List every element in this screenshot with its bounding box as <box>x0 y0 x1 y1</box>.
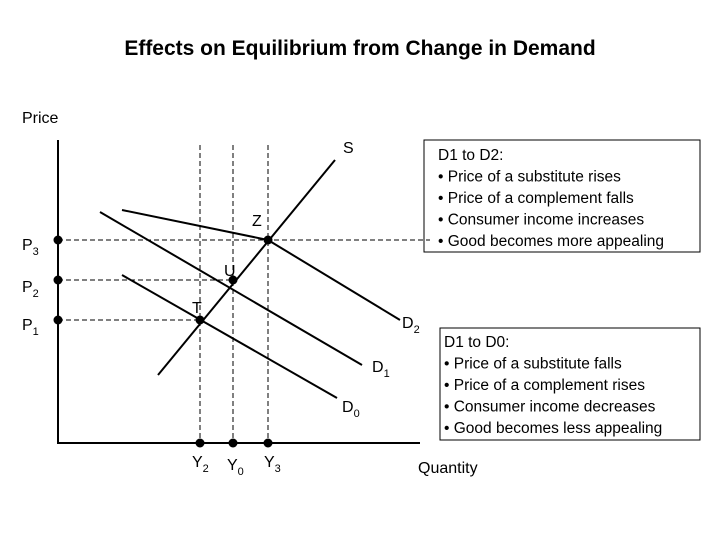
box-item: • Price of a complement rises <box>444 377 645 394</box>
demand-label-sub: 0 <box>354 408 360 420</box>
point-label: U <box>224 263 236 280</box>
box-heading: D1 to D2: <box>438 147 503 164</box>
box-item: • Consumer income increases <box>438 212 644 229</box>
box-item: • Price of a substitute rises <box>438 169 621 186</box>
increase-box <box>423 139 701 253</box>
box-item: • Good becomes more appealing <box>438 233 664 250</box>
quantity-label-letter: Y <box>227 457 238 474</box>
quantity-label: Y2 <box>192 454 209 475</box>
demand-label-sub: 1 <box>384 368 390 380</box>
price-label-sub: 1 <box>33 326 39 338</box>
price-label-letter: P <box>22 279 33 296</box>
box-item: • Price of a complement falls <box>438 190 634 207</box>
quantity-label: Y3 <box>264 454 281 475</box>
box-heading: D1 to D0: <box>444 334 509 351</box>
x-axis-label: Quantity <box>418 460 478 477</box>
dots <box>53 235 273 448</box>
demand-label-letter: D <box>402 315 414 332</box>
demand-label-sub: 2 <box>414 324 420 336</box>
quantity-label-sub: 3 <box>275 463 281 475</box>
demand-label: D1 <box>372 359 390 380</box>
price-label-sub: 3 <box>33 246 39 258</box>
box-item: • Good becomes less appealing <box>444 420 662 437</box>
price-label-letter: P <box>22 317 33 334</box>
box-item: • Consumer income decreases <box>444 399 656 416</box>
quantity-label-letter: Y <box>264 454 275 471</box>
quantity-label-letter: Y <box>192 454 203 471</box>
guides <box>58 145 430 443</box>
y-axis-label: Price <box>22 110 59 127</box>
demand-label-letter: D <box>342 399 354 416</box>
demand-label: D0 <box>342 399 360 420</box>
price-label-sub: 2 <box>33 288 39 300</box>
price-label: P2 <box>22 279 39 300</box>
price-label-letter: P <box>22 237 33 254</box>
title: Effects on Equilibrium from Change in De… <box>124 37 595 60</box>
price-label: P1 <box>22 317 39 338</box>
quantity-label-sub: 0 <box>238 466 244 478</box>
price-label: P3 <box>22 237 39 258</box>
axes <box>57 140 420 444</box>
demand-label: D2 <box>402 315 420 336</box>
quantity-label-sub: 2 <box>203 463 209 475</box>
decrease-box <box>439 327 701 441</box>
demand-label-letter: D <box>372 359 384 376</box>
point-label: T <box>192 300 202 317</box>
curves <box>99 159 401 399</box>
quantity-label: Y0 <box>227 457 244 478</box>
box-item: • Price of a substitute falls <box>444 356 622 373</box>
supply-label: S <box>343 140 354 157</box>
point-label: Z <box>252 213 262 230</box>
